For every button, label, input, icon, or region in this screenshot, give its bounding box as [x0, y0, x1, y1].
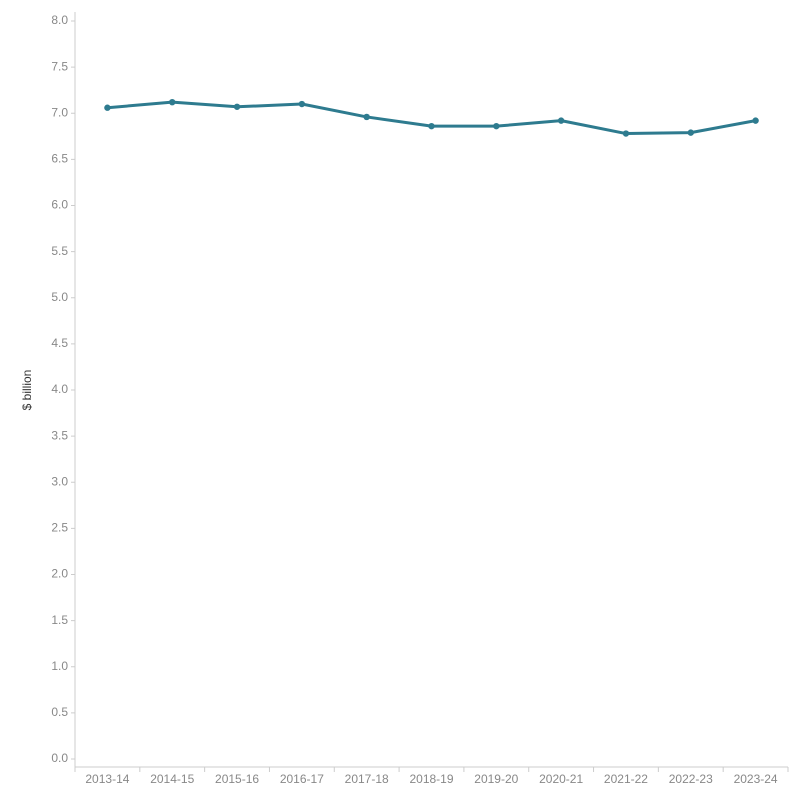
x-tick-label: 2013-14 [85, 772, 129, 786]
y-tick-label: 7.0 [51, 105, 68, 119]
x-tick-label: 2017-18 [345, 772, 389, 786]
x-tick-label: 2015-16 [215, 772, 259, 786]
y-axis-label: $ billion [20, 370, 34, 411]
y-tick-label: 5.5 [51, 244, 68, 258]
y-tick-label: 3.0 [51, 474, 68, 488]
y-tick-label: 5.0 [51, 290, 68, 304]
point [104, 104, 111, 111]
point [557, 117, 565, 124]
y-tick-label: 8.0 [51, 13, 68, 27]
y-tick-label: 1.0 [51, 659, 68, 673]
y-tick-label: 4.0 [51, 382, 68, 396]
y-tick-label: 2.0 [51, 567, 68, 581]
point [363, 113, 370, 121]
x-tick-label: 2019-20 [474, 772, 518, 786]
x-tick-label: 2020-21 [539, 772, 583, 786]
x-tick-label: 2023-24 [734, 772, 778, 786]
point [752, 117, 759, 124]
y-tick-label: 2.5 [51, 521, 68, 535]
x-tick-label: 2016-17 [280, 772, 324, 786]
y-tick-label: 0.5 [51, 705, 68, 719]
x-tick-label: 2021-22 [604, 772, 648, 786]
point [687, 129, 694, 136]
point [233, 103, 241, 110]
point [298, 100, 306, 108]
y-tick-label: 6.5 [51, 152, 68, 166]
point [622, 130, 630, 137]
y-tick-label: 6.0 [51, 198, 68, 212]
point [169, 98, 176, 106]
y-tick-label: 0.0 [51, 751, 68, 765]
x-tick-label: 2014-15 [150, 772, 194, 786]
y-tick-label: 4.5 [51, 336, 68, 350]
y-tick-label: 3.5 [51, 428, 68, 442]
point [493, 122, 500, 130]
y-tick-label: 7.5 [51, 59, 68, 73]
point [428, 122, 435, 130]
y-tick-label: 1.5 [51, 613, 68, 627]
x-tick-label: 2022-23 [669, 772, 713, 786]
x-tick-label: 2018-19 [409, 772, 453, 786]
